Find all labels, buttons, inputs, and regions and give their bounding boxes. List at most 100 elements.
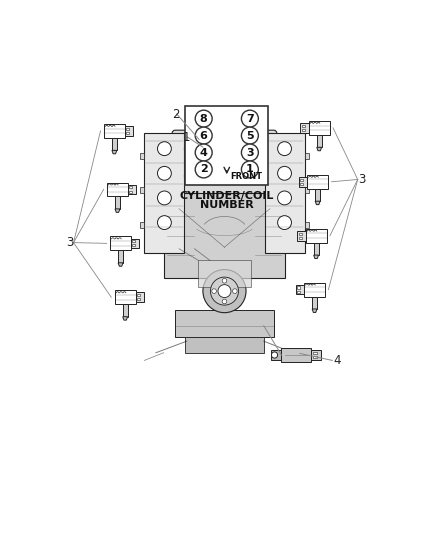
Bar [129,190,132,192]
Text: FRONT: FRONT [230,172,262,181]
Bar [140,187,145,193]
Text: 7: 7 [246,114,254,124]
Bar [112,138,117,150]
Circle shape [278,216,291,230]
Bar [118,251,123,263]
Bar [309,121,329,135]
Circle shape [278,142,291,156]
Bar [300,123,309,133]
Circle shape [218,285,231,297]
Bar [140,222,145,228]
Polygon shape [314,255,318,259]
Bar [299,237,301,239]
Text: 2: 2 [172,108,180,120]
Bar [126,128,129,130]
Bar [304,282,325,296]
Bar [131,239,139,248]
Bar [104,124,125,138]
Bar [299,177,307,187]
FancyBboxPatch shape [172,130,277,198]
Text: 4: 4 [200,148,208,158]
Polygon shape [315,201,320,205]
Bar [126,132,129,134]
Bar [304,187,309,193]
Bar [271,350,282,360]
Bar [199,160,202,167]
Circle shape [272,352,278,358]
Bar [304,222,309,228]
Bar [145,133,184,253]
Bar [135,293,144,302]
Polygon shape [312,309,317,312]
Bar [300,179,303,181]
Text: 3: 3 [246,148,254,158]
Text: 1: 1 [183,131,191,143]
Circle shape [278,191,291,205]
Circle shape [241,110,258,127]
Bar [265,133,304,253]
Circle shape [211,277,238,305]
Circle shape [158,191,171,205]
Bar [297,231,306,240]
Text: 8: 8 [200,114,208,124]
Polygon shape [317,147,321,151]
Text: 1: 1 [246,165,254,174]
Bar [300,183,303,185]
Bar [137,298,140,301]
Circle shape [212,289,216,294]
Text: CYLINDER/COIL: CYLINDER/COIL [180,191,274,201]
Bar [296,285,304,294]
Circle shape [278,166,291,180]
Bar [115,196,120,209]
Circle shape [241,161,258,178]
Bar [299,232,301,235]
Circle shape [241,127,258,144]
Bar [137,294,140,296]
Bar [297,286,300,288]
Bar [302,129,305,131]
Bar [129,187,132,189]
Bar [107,182,128,196]
Text: 5: 5 [246,131,254,141]
Bar [115,290,135,304]
Bar [185,337,264,353]
Circle shape [158,142,171,156]
Circle shape [158,166,171,180]
Circle shape [195,144,212,161]
Text: 3: 3 [66,236,74,249]
Bar [317,135,321,147]
Bar [302,125,305,127]
Text: 4: 4 [333,354,341,367]
Bar [140,152,145,159]
Bar [110,237,131,251]
Circle shape [222,278,227,283]
Circle shape [198,152,203,158]
Bar [306,229,326,243]
Circle shape [195,161,212,178]
Bar [312,296,317,309]
Bar [132,240,135,243]
Bar [198,260,251,287]
Circle shape [222,299,227,304]
Bar [307,175,328,189]
Text: NUMBER: NUMBER [200,200,254,210]
Circle shape [233,289,237,294]
Bar [123,304,127,317]
Text: 6: 6 [200,131,208,141]
Bar [314,243,318,255]
Polygon shape [118,263,123,266]
Bar [282,348,311,362]
Bar [199,137,202,149]
Bar [185,106,268,185]
Polygon shape [123,317,127,320]
Circle shape [195,127,212,144]
Bar [125,126,133,136]
Polygon shape [112,150,117,154]
Polygon shape [196,149,205,160]
Circle shape [195,110,212,127]
Bar [304,152,309,159]
Circle shape [241,144,258,161]
Bar [128,184,136,195]
Bar [199,133,202,137]
Text: 3: 3 [358,173,365,186]
